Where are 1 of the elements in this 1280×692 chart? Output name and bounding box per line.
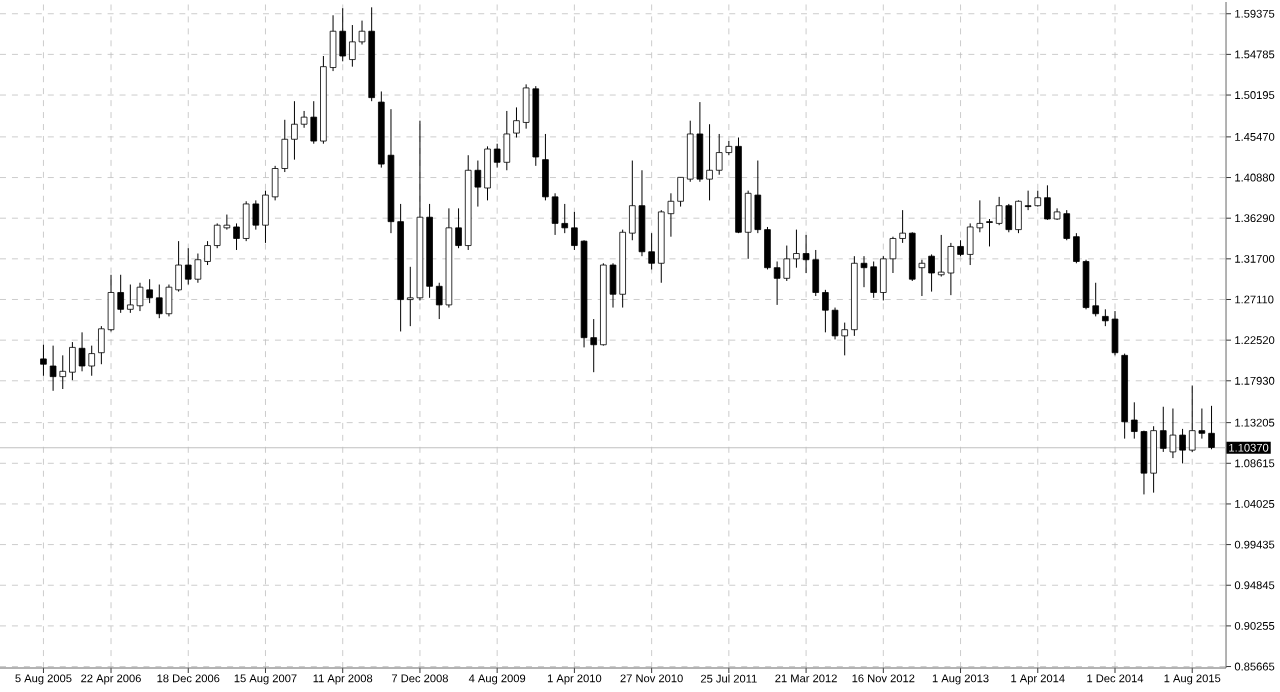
candlestick xyxy=(40,344,47,377)
